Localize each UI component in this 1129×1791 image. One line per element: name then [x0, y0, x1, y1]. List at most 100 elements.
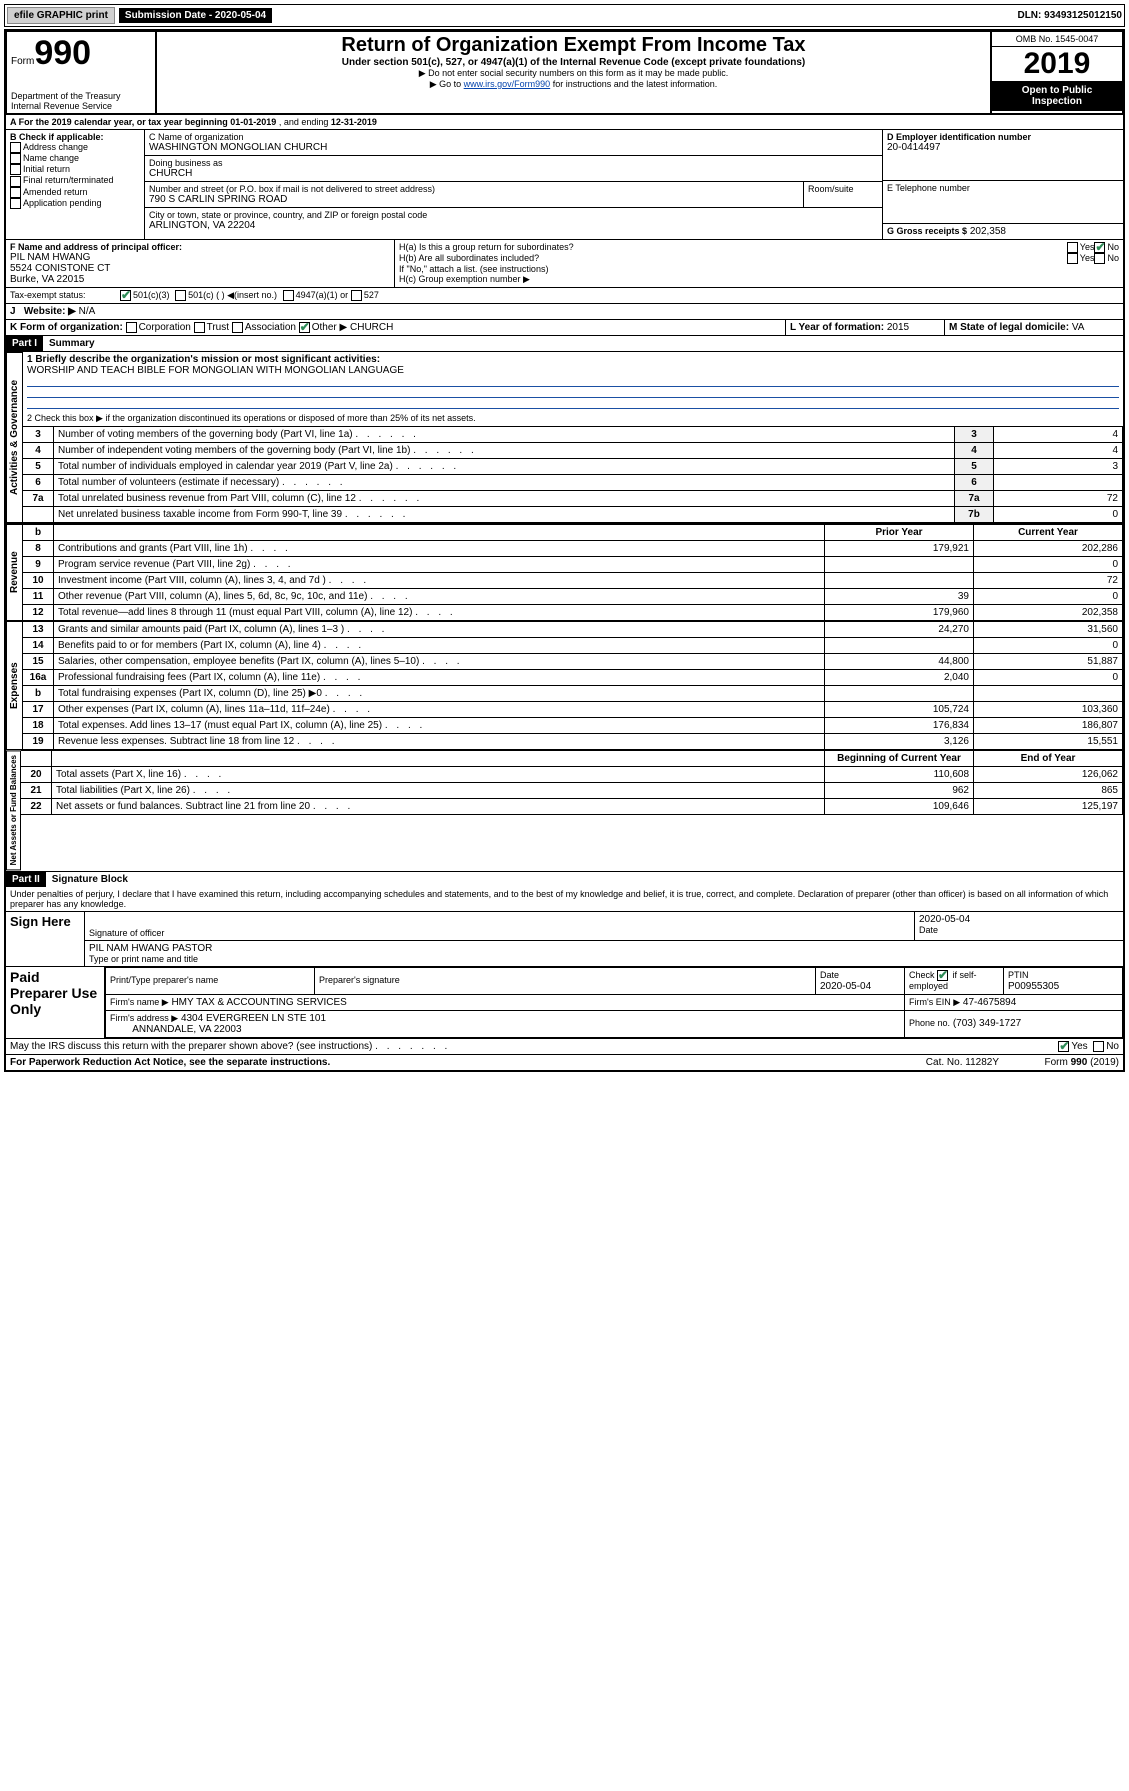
- ptin-label: PTIN: [1008, 970, 1029, 980]
- discuss-label: May the IRS discuss this return with the…: [10, 1041, 1058, 1052]
- omb-number: OMB No. 1545-0047: [992, 32, 1122, 47]
- dept-label: Department of the Treasury Internal Reve…: [11, 91, 151, 111]
- side-revenue: Revenue: [6, 524, 23, 621]
- k-label: K Form of organization:: [10, 322, 123, 333]
- website-label: Website: ▶: [21, 306, 76, 317]
- checkbox[interactable]: [10, 187, 21, 198]
- submission-date: Submission Date - 2020-05-04: [119, 8, 272, 23]
- ein-value: 20-0414497: [887, 142, 1119, 153]
- e-label: E Telephone number: [887, 183, 1119, 193]
- pra-notice: For Paperwork Reduction Act Notice, see …: [10, 1057, 330, 1068]
- g-label: G Gross receipts $: [887, 226, 967, 236]
- side-expenses: Expenses: [6, 621, 23, 750]
- cb-trust[interactable]: [194, 322, 205, 333]
- m-value: VA: [1072, 322, 1085, 333]
- firm-ein: 47-4675894: [963, 997, 1016, 1008]
- paid-preparer-label: Paid Preparer Use Only: [6, 967, 104, 1038]
- self-emp-label: Check: [909, 970, 937, 980]
- name-title-label: Type or print name and title: [89, 954, 1119, 964]
- discuss-yes[interactable]: [1058, 1041, 1069, 1052]
- checkbox[interactable]: [10, 176, 21, 187]
- note-goto-post: for instructions and the latest informat…: [550, 79, 717, 89]
- cb-selfemp[interactable]: [937, 970, 948, 981]
- opt-501c: 501(c) ( ) ◀(insert no.): [188, 290, 277, 301]
- perjury-text: Under penalties of perjury, I declare th…: [6, 887, 1123, 912]
- checkbox[interactable]: [10, 164, 21, 175]
- firm-addr2: ANNANDALE, VA 22003: [132, 1024, 241, 1035]
- officer-street: 5524 CONISTONE CT: [10, 263, 390, 274]
- checkbox[interactable]: [10, 198, 21, 209]
- period-end: 12-31-2019: [331, 117, 377, 127]
- dba-value: CHURCH: [149, 168, 878, 179]
- firm-name: HMY TAX & ACCOUNTING SERVICES: [171, 997, 346, 1008]
- opt-other: Other ▶: [312, 322, 347, 333]
- street-value: 790 S CARLIN SPRING ROAD: [149, 194, 799, 205]
- other-value: CHURCH: [350, 322, 393, 333]
- form-subtitle: Under section 501(c), 527, or 4947(a)(1)…: [161, 57, 986, 68]
- form-title: Return of Organization Exempt From Incom…: [161, 34, 986, 57]
- m-label: M State of legal domicile:: [949, 322, 1069, 333]
- side-netassets: Net Assets or Fund Balances: [6, 750, 21, 870]
- q2-label: 2 Check this box ▶ if the organization d…: [23, 411, 1123, 426]
- hb-no[interactable]: [1094, 253, 1105, 264]
- hb-yes[interactable]: [1067, 253, 1078, 264]
- l-value: 2015: [887, 322, 909, 333]
- cb-assoc[interactable]: [232, 322, 243, 333]
- city-value: ARLINGTON, VA 22204: [149, 220, 878, 231]
- dln: DLN: 93493125012150: [1017, 10, 1122, 21]
- discuss-no-label: No: [1106, 1041, 1119, 1052]
- opt-trust: Trust: [207, 322, 229, 333]
- j-label: J: [10, 306, 16, 317]
- discuss-yes-label: Yes: [1071, 1041, 1087, 1052]
- sign-here-label: Sign Here: [6, 912, 84, 966]
- cb-501c3[interactable]: [120, 290, 131, 301]
- firm-addr-label: Firm's address ▶: [110, 1013, 178, 1023]
- cb-corp[interactable]: [126, 322, 137, 333]
- q1-value: WORSHIP AND TEACH BIBLE FOR MONGOLIAN WI…: [27, 365, 404, 376]
- opt-527: 527: [364, 290, 379, 301]
- cb-4947[interactable]: [283, 290, 294, 301]
- col-begin: Beginning of Current Year: [837, 753, 961, 764]
- side-governance: Activities & Governance: [6, 352, 23, 523]
- firm-name-label: Firm's name ▶: [110, 997, 169, 1007]
- sig-officer-label: Signature of officer: [89, 928, 910, 938]
- top-toolbar: efile GRAPHIC print Submission Date - 20…: [4, 4, 1125, 27]
- part1-title: Summary: [43, 336, 101, 351]
- hb-label: H(b) Are all subordinates included?: [399, 253, 1067, 264]
- ha-no[interactable]: [1094, 242, 1105, 253]
- period-begin: 01-01-2019: [230, 117, 276, 127]
- ha-label: H(a) Is this a group return for subordin…: [399, 242, 1067, 253]
- yes-label2: Yes: [1080, 253, 1095, 264]
- col-prior: Prior Year: [875, 527, 922, 538]
- g-value: 202,358: [970, 226, 1006, 237]
- checkbox[interactable]: [10, 153, 21, 164]
- firm-addr1: 4304 EVERGREEN LN STE 101: [181, 1013, 326, 1024]
- sig-date: 2020-05-04: [919, 914, 1119, 925]
- cb-527[interactable]: [351, 290, 362, 301]
- street-label: Number and street (or P.O. box if mail i…: [149, 184, 799, 194]
- ptin-value: P00955305: [1008, 981, 1059, 992]
- note-ssn: ▶ Do not enter social security numbers o…: [161, 68, 986, 79]
- d-label: D Employer identification number: [887, 132, 1031, 142]
- room-label: Room/suite: [808, 184, 878, 194]
- checkbox[interactable]: [10, 142, 21, 153]
- cb-other[interactable]: [299, 322, 310, 333]
- period-label: A For the 2019 calendar year, or tax yea…: [10, 117, 230, 127]
- discuss-no[interactable]: [1093, 1041, 1104, 1052]
- officer-name: PIL NAM HWANG: [10, 252, 390, 263]
- period-mid: , and ending: [279, 117, 331, 127]
- prep-date-label: Date: [820, 970, 839, 980]
- open-public: Open to Public Inspection: [992, 81, 1122, 111]
- tax-status-label: Tax-exempt status:: [10, 290, 120, 301]
- hc-label: H(c) Group exemption number ▶: [399, 274, 1119, 285]
- ha-yes[interactable]: [1067, 242, 1078, 253]
- col-end: End of Year: [1021, 753, 1076, 764]
- opt-corp: Corporation: [139, 322, 191, 333]
- form-prefix: Form: [11, 56, 34, 67]
- part2-hdr: Part II: [6, 872, 46, 887]
- efile-button[interactable]: efile GRAPHIC print: [7, 7, 115, 24]
- opt-4947: 4947(a)(1) or: [296, 290, 349, 301]
- cb-501c[interactable]: [175, 290, 186, 301]
- box-b-label: B Check if applicable:: [10, 132, 104, 142]
- irs-link[interactable]: www.irs.gov/Form990: [464, 79, 551, 89]
